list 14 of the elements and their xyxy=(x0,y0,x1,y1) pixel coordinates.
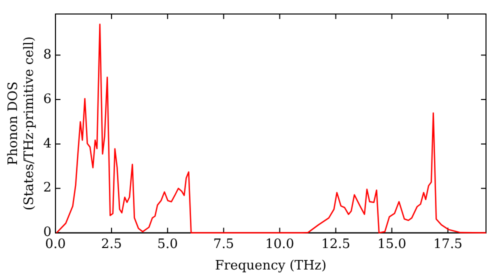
x-tick-label: 15.0 xyxy=(377,236,406,252)
x-tick-label: 17.5 xyxy=(433,236,462,252)
x-tick-label: 12.5 xyxy=(321,236,350,252)
y-tick-label: 8 xyxy=(43,47,52,62)
y-tick-label: 4 xyxy=(43,136,52,152)
x-tick-label: 2.5 xyxy=(101,236,122,252)
y-tick-label: 6 xyxy=(43,92,52,107)
y-axis-title: Phonon DOS (States/THz·primitive cell) xyxy=(6,36,37,210)
x-tick-label: 7.5 xyxy=(213,236,234,252)
x-tick-label: 5.0 xyxy=(157,236,178,252)
x-tick-label: 10.0 xyxy=(265,236,294,252)
y-tick-label: 2 xyxy=(43,180,52,196)
x-axis-title: Frequency (THz) xyxy=(215,258,326,274)
x-tick-label: 0.0 xyxy=(45,236,66,252)
